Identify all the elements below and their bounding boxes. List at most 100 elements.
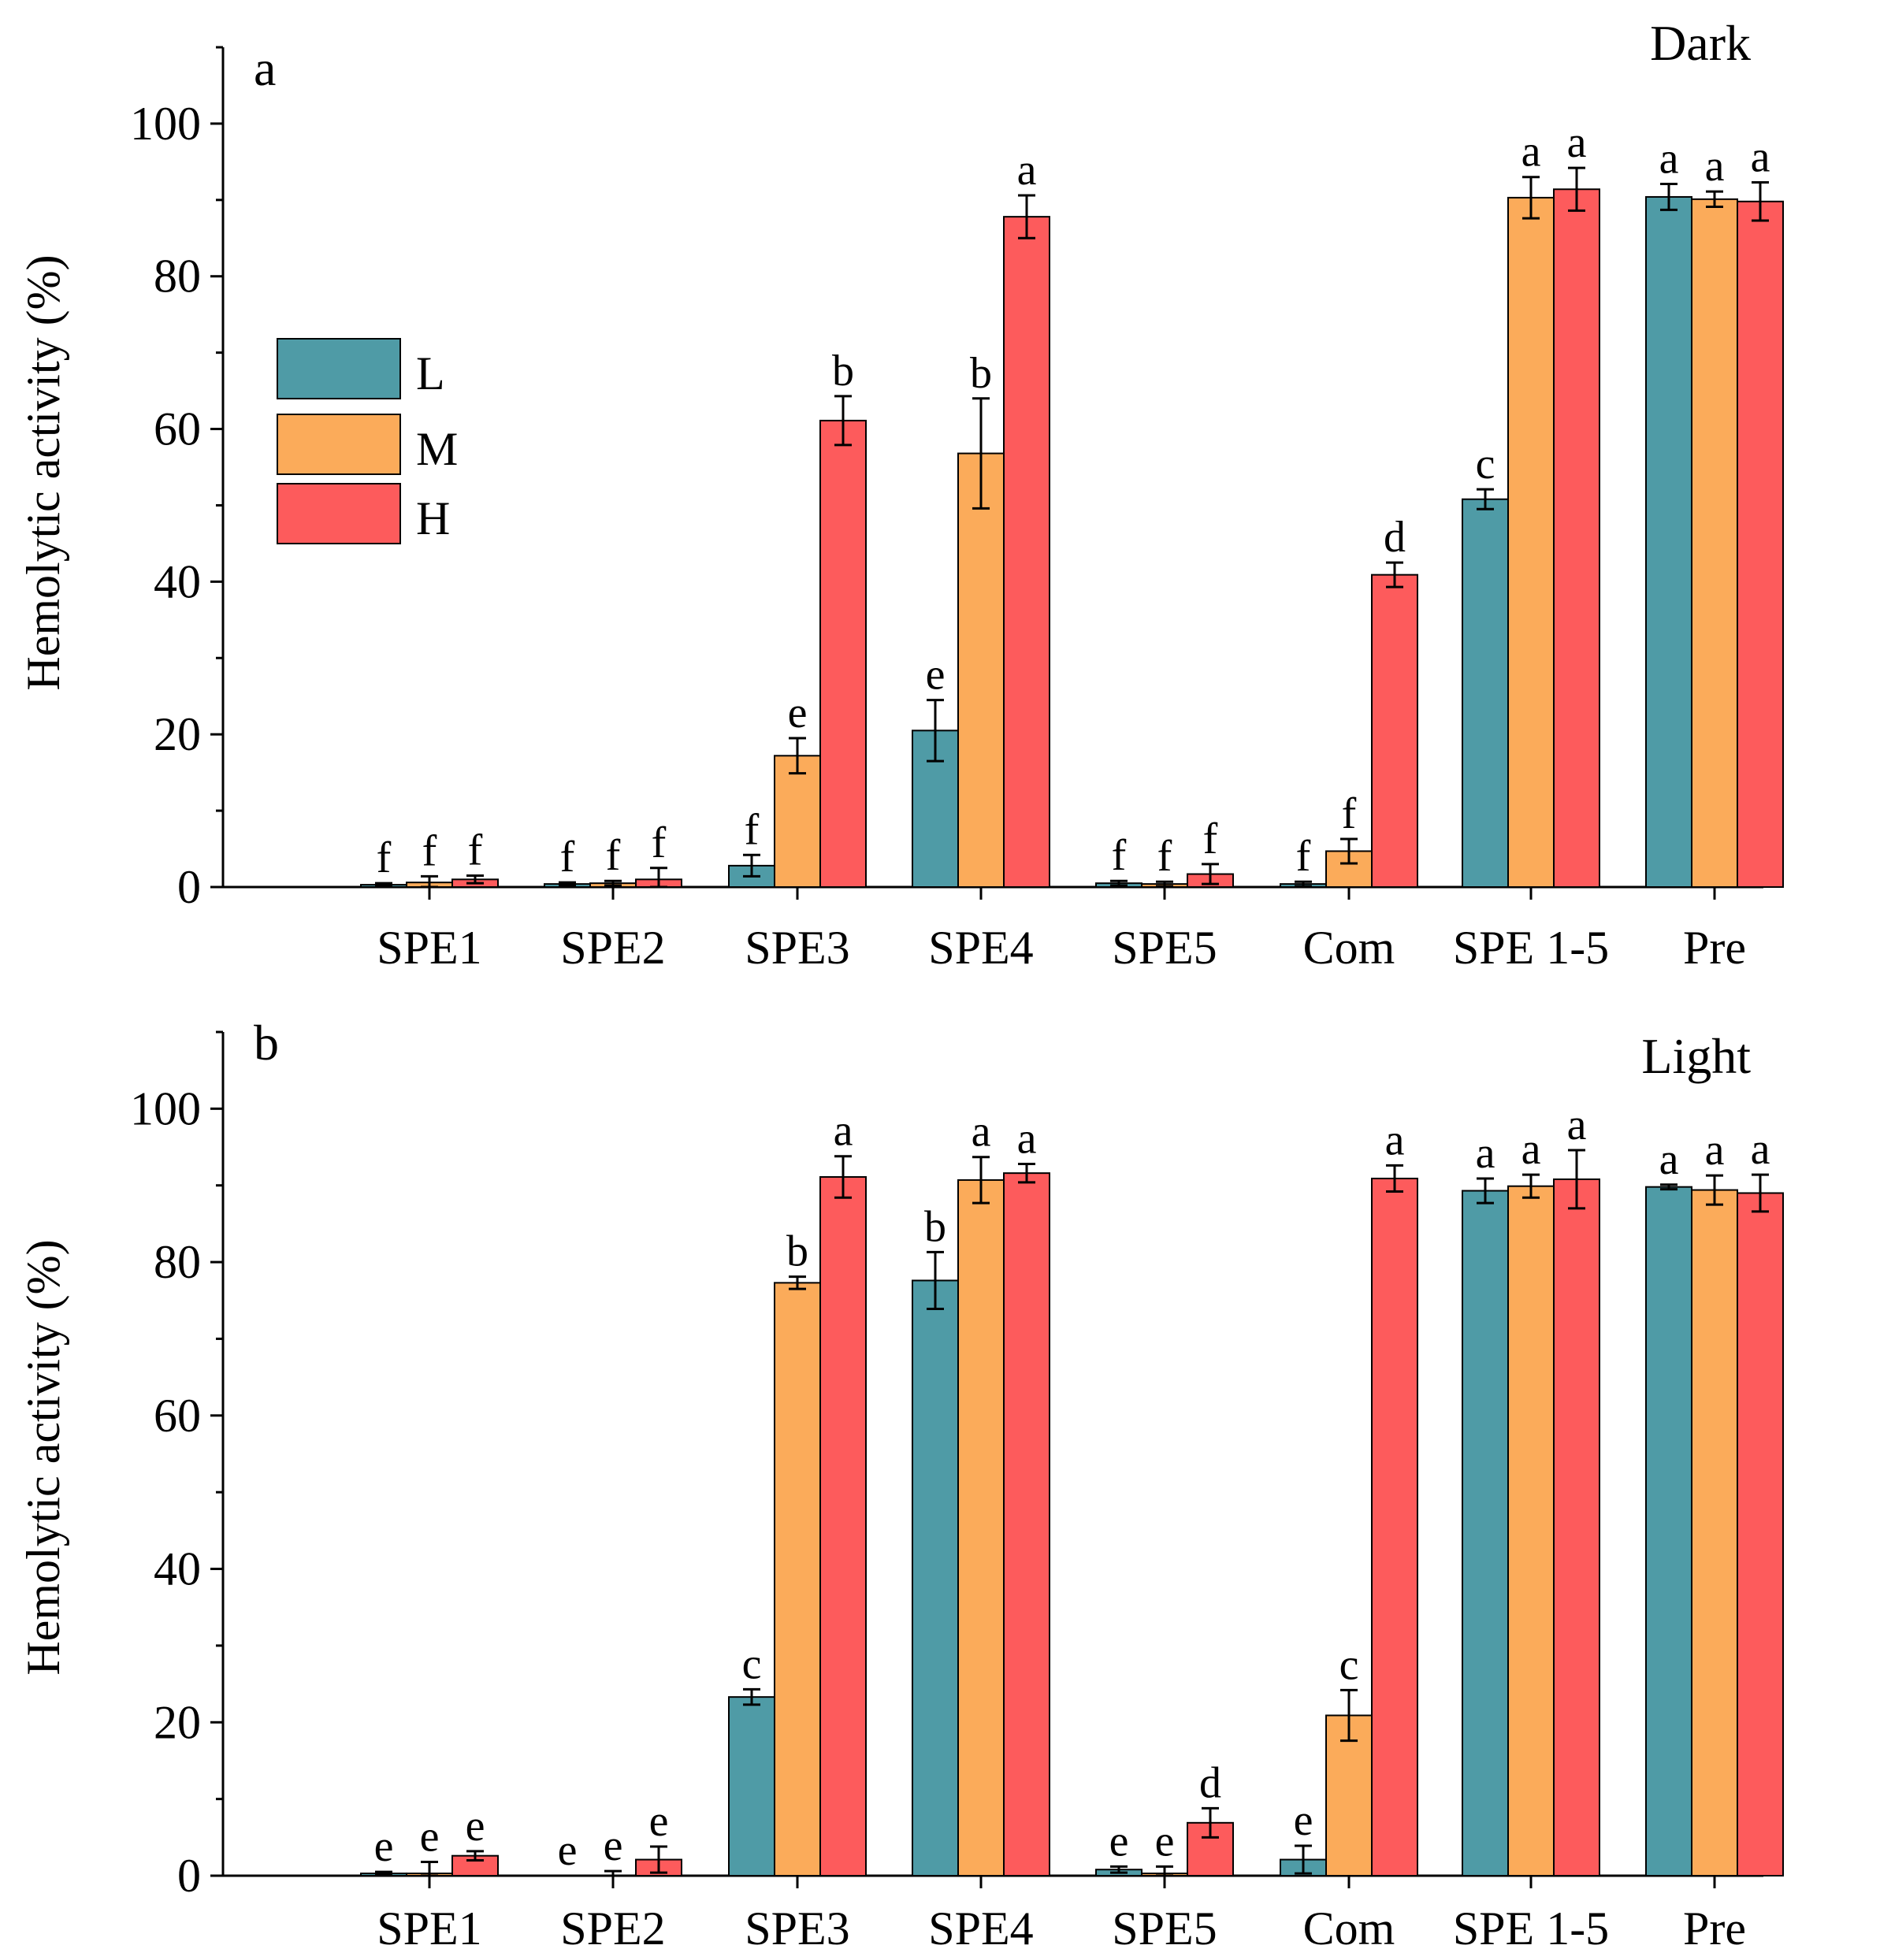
significance-letter: e <box>604 1821 623 1870</box>
x-tick-label: Pre <box>1683 1902 1746 1954</box>
significance-letter: c <box>1476 440 1495 488</box>
x-tick-label: Com <box>1303 922 1395 974</box>
significance-letter: b <box>924 1202 946 1251</box>
bar-h <box>819 1176 867 1876</box>
significance-letter: a <box>1521 1125 1541 1174</box>
y-tick-label: 100 <box>130 1082 201 1134</box>
y-tick-label: 100 <box>130 98 201 150</box>
x-tick-label: SPE2 <box>560 922 665 974</box>
bar-m <box>1691 198 1738 888</box>
y-tick-label: 80 <box>154 251 201 303</box>
legend-label-l: L <box>416 347 445 399</box>
significance-letter: f <box>1296 832 1311 881</box>
bar-m <box>1691 1189 1738 1876</box>
significance-letter: b <box>970 349 992 398</box>
legend-swatch-l <box>277 338 401 399</box>
significance-letter: a <box>1385 1115 1405 1164</box>
significance-letter: c <box>1339 1640 1359 1689</box>
legend-label-m: M <box>416 423 458 475</box>
significance-letter: a <box>1521 128 1541 176</box>
bar-h <box>1553 188 1600 888</box>
significance-letter: f <box>468 826 483 874</box>
bar-h <box>1003 1172 1050 1876</box>
significance-letter: c <box>742 1639 762 1688</box>
y-tick-label: 80 <box>154 1236 201 1288</box>
panel-letter: a <box>254 40 276 96</box>
significance-letter: e <box>558 1826 578 1875</box>
x-tick-label: SPE3 <box>745 1902 849 1954</box>
significance-letter: e <box>926 651 946 700</box>
x-tick-label: SPE3 <box>745 922 849 974</box>
bar-m <box>1507 1185 1555 1876</box>
y-tick-label: 60 <box>154 403 201 455</box>
significance-letter: e <box>466 1802 485 1850</box>
x-tick-label: SPE2 <box>560 1902 665 1954</box>
significance-letter: a <box>834 1107 853 1156</box>
bar-h <box>1003 216 1050 888</box>
significance-letter: b <box>832 347 854 395</box>
significance-letter: f <box>1203 815 1218 863</box>
significance-letter: f <box>377 833 392 882</box>
bar-l <box>912 1279 959 1876</box>
y-axis-label: Hemolytic activity (%) <box>17 1239 69 1675</box>
significance-letter: a <box>1705 1126 1725 1175</box>
y-tick-label: 20 <box>154 708 201 760</box>
bar-m <box>1325 1714 1373 1877</box>
significance-letter: f <box>560 833 575 882</box>
x-tick-label: SPE1 <box>377 1902 481 1954</box>
bar-m <box>957 1179 1005 1877</box>
panel-b-light: Hemolytic activity (%) b Light 0 20 40 60 80… <box>17 1015 1784 1954</box>
significance-letter: f <box>1342 789 1357 838</box>
significance-letter: a <box>1705 142 1725 191</box>
x-tick-label: SPE5 <box>1112 1902 1217 1954</box>
significance-letter: a <box>1017 1114 1037 1163</box>
legend: L M H <box>277 338 458 544</box>
significance-letter: e <box>1294 1796 1313 1845</box>
legend-label-h: H <box>416 492 450 544</box>
significance-letter: a <box>1659 1135 1679 1184</box>
significance-letter: f <box>606 831 621 880</box>
significance-letter: e <box>1155 1817 1175 1865</box>
x-tick-label: Pre <box>1683 922 1746 974</box>
panel-letter: b <box>254 1015 279 1071</box>
significance-letter: f <box>652 819 667 867</box>
x-tick-label: SPE1 <box>377 922 481 974</box>
x-tick-label: SPE4 <box>928 922 1033 974</box>
panel-title: Light <box>1641 1028 1751 1084</box>
x-tick-label: SPE 1-5 <box>1453 922 1609 974</box>
significance-letter: a <box>1751 133 1770 182</box>
x-tick-label: SPE 1-5 <box>1453 1902 1609 1954</box>
significance-letter: f <box>745 805 760 854</box>
legend-swatch-h <box>277 483 401 544</box>
significance-letter: e <box>649 1797 669 1846</box>
bar-l <box>1462 1190 1509 1876</box>
significance-letter: f <box>422 826 437 875</box>
significance-letter: a <box>1567 118 1587 167</box>
panel-title: Dark <box>1650 15 1751 71</box>
bar-h <box>1737 1192 1784 1876</box>
significance-letter: e <box>788 689 808 737</box>
y-tick-label: 0 <box>177 1850 201 1902</box>
significance-letter: a <box>1476 1129 1495 1178</box>
significance-letter: e <box>1109 1817 1129 1865</box>
y-axis-label: Hemolytic activity (%) <box>17 254 69 690</box>
bar-h <box>819 419 867 888</box>
y-tick-label: 40 <box>154 1543 201 1595</box>
significance-letter: d <box>1199 1758 1221 1807</box>
bar-l <box>1645 1186 1692 1876</box>
y-tick-label: 40 <box>154 555 201 607</box>
bar-m <box>774 1282 821 1877</box>
x-tick-label: Com <box>1303 1902 1395 1954</box>
significance-letter: b <box>786 1227 808 1276</box>
bar-m <box>1507 196 1555 889</box>
legend-swatch-m <box>277 414 401 475</box>
significance-letter: a <box>1751 1125 1770 1174</box>
bar-m <box>774 755 821 888</box>
significance-letter: e <box>374 1822 394 1871</box>
bar-h <box>1371 1177 1418 1877</box>
bar-h <box>1737 200 1784 889</box>
bar-h <box>1371 574 1418 889</box>
x-tick-label: SPE5 <box>1112 922 1217 974</box>
bar-m <box>957 452 1005 888</box>
